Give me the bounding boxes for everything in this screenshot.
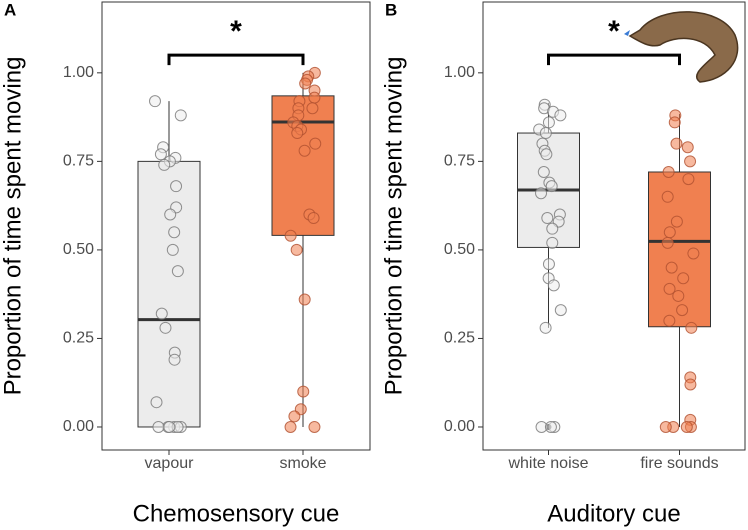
y-tick-label: 1.00 xyxy=(63,64,94,81)
significance-bracket xyxy=(167,53,305,66)
data-point xyxy=(308,420,321,433)
panel-label: A xyxy=(4,0,16,19)
data-point xyxy=(670,137,683,150)
data-point xyxy=(668,116,681,129)
box xyxy=(271,95,335,236)
data-point xyxy=(685,321,698,334)
data-point xyxy=(171,265,184,278)
data-point xyxy=(306,102,319,115)
data-point xyxy=(535,187,548,200)
y-tick-label: 0.75 xyxy=(63,153,94,170)
data-point xyxy=(307,212,320,225)
y-tick-label: 1.00 xyxy=(444,64,475,81)
x-tick-label: fire sounds xyxy=(640,455,718,472)
data-point xyxy=(554,109,567,122)
y-axis-title: Proportion of time spent moving xyxy=(0,57,26,396)
pangolin-illustration xyxy=(624,11,739,83)
y-axis-title: Proportion of time spent moving xyxy=(380,57,407,396)
data-point xyxy=(682,173,695,186)
data-point xyxy=(174,109,187,122)
x-tick-label: white noise xyxy=(507,455,588,472)
data-point xyxy=(545,180,558,193)
data-point xyxy=(163,420,176,433)
data-point xyxy=(299,77,312,90)
data-point xyxy=(663,282,676,295)
data-point xyxy=(298,293,311,306)
data-point xyxy=(542,258,555,271)
data-point xyxy=(290,243,303,256)
data-point xyxy=(154,148,167,161)
y-tick-label: 0.00 xyxy=(444,418,475,435)
data-point xyxy=(159,321,172,334)
data-point xyxy=(672,289,685,302)
data-point xyxy=(539,127,552,140)
data-point xyxy=(284,420,297,433)
data-point xyxy=(681,141,694,154)
y-tick-label: 0.50 xyxy=(63,241,94,258)
x-axis-title: Chemosensory cue xyxy=(133,500,340,527)
data-point xyxy=(547,279,560,292)
data-point xyxy=(298,144,311,157)
x-tick-label: smoke xyxy=(279,455,326,472)
data-point xyxy=(291,127,304,140)
data-point xyxy=(164,208,177,221)
data-point xyxy=(665,261,678,274)
data-point xyxy=(168,353,181,366)
data-point xyxy=(155,307,168,320)
significance-label: * xyxy=(608,15,620,48)
data-point xyxy=(663,314,676,327)
data-point xyxy=(544,420,557,433)
x-axis-title: Auditory cue xyxy=(547,500,680,527)
data-point xyxy=(670,215,683,228)
y-tick-label: 0.00 xyxy=(63,418,94,435)
data-point xyxy=(661,190,674,203)
box xyxy=(648,171,711,328)
data-point xyxy=(546,222,559,235)
data-point xyxy=(284,229,297,242)
data-point xyxy=(659,420,672,433)
data-point xyxy=(680,420,693,433)
data-point xyxy=(684,378,697,391)
data-point xyxy=(663,226,676,239)
plot-frame xyxy=(482,1,746,451)
data-point xyxy=(308,91,321,104)
data-point xyxy=(554,304,567,317)
data-point xyxy=(540,148,553,161)
data-point xyxy=(662,165,675,178)
data-point xyxy=(150,396,163,409)
data-point xyxy=(158,158,171,171)
data-point xyxy=(297,385,310,398)
data-point xyxy=(539,321,552,334)
data-point xyxy=(168,226,181,239)
data-point xyxy=(687,247,700,260)
data-point xyxy=(166,243,179,256)
data-point xyxy=(170,180,183,193)
y-tick-label: 0.50 xyxy=(444,241,475,258)
data-point xyxy=(309,137,322,150)
y-tick-label: 0.25 xyxy=(444,330,475,347)
data-point xyxy=(537,165,550,178)
data-point xyxy=(542,116,555,129)
data-point xyxy=(152,420,165,433)
x-tick-label: vapour xyxy=(145,455,195,472)
box xyxy=(137,160,201,428)
data-point xyxy=(676,304,689,317)
y-tick-label: 0.75 xyxy=(444,153,475,170)
data-point xyxy=(288,410,301,423)
significance-bracket xyxy=(547,53,681,66)
y-tick-label: 0.25 xyxy=(63,330,94,347)
data-point xyxy=(684,155,697,168)
data-point xyxy=(541,212,554,225)
panel-label: B xyxy=(385,0,397,19)
data-point xyxy=(661,236,674,249)
data-point xyxy=(149,95,162,108)
data-point xyxy=(677,272,690,285)
data-point xyxy=(546,236,559,249)
plot-frame xyxy=(101,1,371,451)
significance-label: * xyxy=(230,15,242,48)
